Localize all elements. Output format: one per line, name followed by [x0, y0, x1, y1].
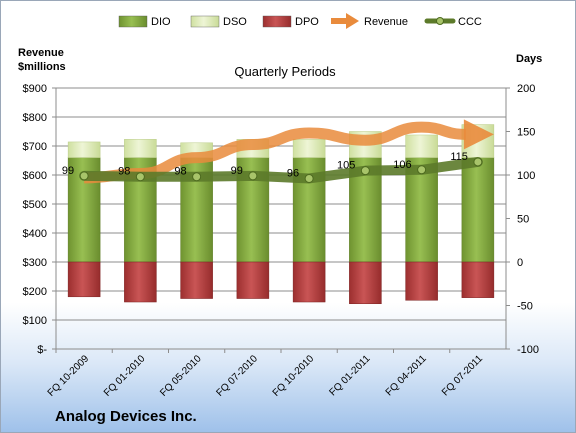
dpo-bar	[461, 261, 495, 298]
dpo-bar	[67, 261, 101, 298]
left-tick-label: $500	[23, 199, 47, 211]
dpo-bar	[405, 261, 438, 301]
legend-label: DPO	[295, 16, 319, 28]
dio-bar	[461, 157, 495, 263]
ccc-data-label: 105	[337, 160, 355, 172]
ccc-data-label: 99	[231, 165, 243, 177]
legend-marker	[436, 17, 444, 25]
bars-group	[67, 124, 495, 305]
category-label: FQ 10-2010	[271, 353, 317, 399]
left-tick-label: $700	[23, 141, 47, 153]
right-tick-label: -50	[517, 301, 533, 313]
category-label: FQ 07-2011	[440, 353, 485, 398]
ccc-point	[79, 171, 89, 181]
legend-swatch	[190, 15, 220, 28]
left-tick-label: $-	[37, 344, 47, 356]
company-name: Analog Devices Inc.	[55, 408, 197, 425]
right-tick-label: 100	[517, 170, 535, 182]
legend: DIO DSO DPO Revenue CCC	[118, 13, 482, 29]
ccc-point	[248, 171, 258, 181]
right-tick-label: -100	[517, 344, 539, 356]
legend-swatch	[262, 15, 292, 28]
ccc-data-label: 98	[118, 166, 130, 178]
category-label: FQ 07-2010	[214, 353, 260, 399]
category-label: FQ 01-2011	[328, 353, 373, 398]
right-tick-label: 150	[517, 127, 535, 139]
legend-label: Revenue	[364, 16, 408, 28]
legend-label: CCC	[458, 16, 482, 28]
dpo-bar	[236, 261, 270, 299]
left-axis-label-line2: $millions	[18, 61, 66, 73]
category-label: FQ 05-2010	[158, 353, 204, 399]
left-tick-label: $200	[23, 286, 47, 298]
right-axis-label: Days	[516, 53, 542, 65]
dso-bar	[405, 134, 438, 158]
ccc-point	[304, 173, 314, 183]
ccc-data-label: 115	[450, 151, 468, 163]
ccc-point	[360, 166, 370, 176]
right-tick-label: 50	[517, 214, 529, 226]
ccc-point	[473, 157, 483, 167]
dso-bar	[67, 141, 101, 158]
left-tick-label: $300	[23, 257, 47, 269]
right-tick-label: 0	[517, 257, 523, 269]
legend-swatch	[118, 15, 148, 28]
left-tick-label: $900	[23, 83, 47, 95]
ccc-point	[192, 172, 202, 182]
dso-bar	[124, 139, 157, 158]
ccc-data-label: 98	[174, 166, 186, 178]
left-tick-label: $600	[23, 170, 47, 182]
category-label: FQ 10-2009	[46, 353, 92, 399]
left-tick-label: $400	[23, 228, 47, 240]
legend-label: DSO	[223, 16, 247, 28]
ccc-line-group	[79, 156, 483, 184]
legend-arrowhead	[346, 13, 359, 29]
data-labels-group: 99 98 98 99 96 105 106 115	[62, 151, 468, 180]
revenue-arrowhead	[463, 119, 494, 150]
chart-title: Quarterly Periods	[234, 64, 336, 79]
ccc-data-label: 106	[393, 159, 411, 171]
ccc-point	[417, 165, 427, 175]
left-axis-label-line1: Revenue	[18, 47, 64, 59]
ccc-line	[79, 156, 483, 184]
legend-label: DIO	[151, 16, 171, 28]
category-label: FQ 01-2010	[102, 353, 148, 399]
right-tick-label: 200	[517, 83, 535, 95]
dso-bar	[292, 139, 326, 158]
dpo-bar	[349, 261, 382, 305]
dpo-bar	[292, 261, 326, 303]
ccc-data-label: 96	[287, 167, 299, 179]
ccc-point	[135, 172, 145, 182]
left-tick-label: $100	[23, 315, 47, 327]
left-tick-label: $800	[23, 112, 47, 124]
dpo-bar	[124, 261, 157, 303]
category-label: FQ 04-2011	[384, 353, 429, 398]
dpo-bar	[180, 261, 213, 299]
ccc-data-label: 99	[62, 165, 74, 177]
